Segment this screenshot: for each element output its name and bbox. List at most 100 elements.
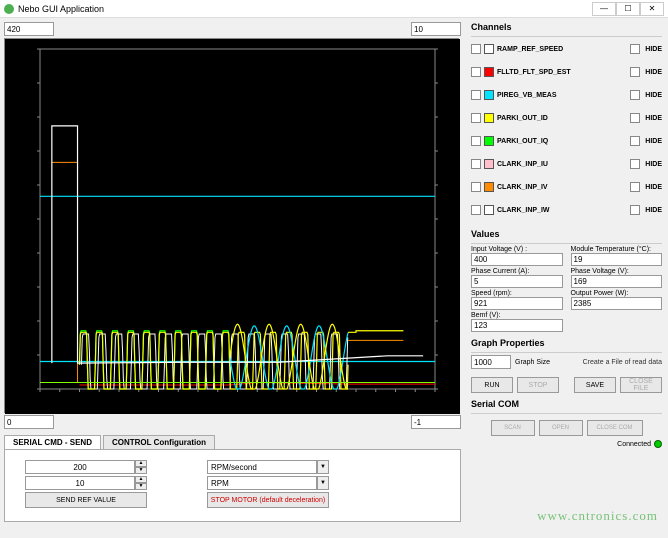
maximize-button[interactable]: ☐ xyxy=(616,2,640,16)
scan-button[interactable]: SCAN xyxy=(491,420,535,436)
y-left-max-input[interactable] xyxy=(4,22,54,36)
value-input[interactable] xyxy=(471,275,563,288)
value-input[interactable] xyxy=(471,253,563,266)
svg-text:250: 250 xyxy=(133,394,145,401)
unit-rate-combo[interactable]: ▼ xyxy=(207,460,329,474)
left-panel: 0428412616821025229433637842001234567891… xyxy=(0,18,465,538)
run-button[interactable]: RUN xyxy=(471,377,513,393)
svg-text:8: 8 xyxy=(440,113,445,122)
tab-serial-cmd[interactable]: SERIAL CMD - SEND xyxy=(4,435,101,449)
values-title: Values xyxy=(471,229,662,239)
channel-checkbox[interactable] xyxy=(471,136,481,146)
close-file-button[interactable]: CLOSE FILE xyxy=(620,377,662,393)
tabs-section: SERIAL CMD - SEND CONTROL Configuration … xyxy=(4,435,461,522)
channel-row: CLARK_INP_IU HIDE xyxy=(471,154,662,174)
value-label: Bemf (V): xyxy=(471,312,563,319)
channel-checkbox[interactable] xyxy=(471,182,481,192)
value-input[interactable] xyxy=(471,319,563,332)
stop-motor-button[interactable]: STOP MOTOR (default deceleration) xyxy=(207,492,329,508)
value-label: Input Voltage (V) : xyxy=(471,246,563,253)
svg-text:420: 420 xyxy=(22,45,36,54)
svg-text:800: 800 xyxy=(350,394,362,401)
value-input[interactable] xyxy=(571,297,663,310)
ref-value-spinner-1[interactable]: ▲▼ xyxy=(25,460,147,474)
value-input[interactable] xyxy=(471,297,563,310)
hide-label: HIDE xyxy=(645,69,662,76)
value-input[interactable] xyxy=(571,275,663,288)
unit-input[interactable] xyxy=(207,476,317,490)
channel-color-icon xyxy=(484,136,494,146)
unit-combo[interactable]: ▼ xyxy=(207,476,329,490)
spin-up-icon[interactable]: ▲ xyxy=(135,460,147,467)
tab-control-config[interactable]: CONTROL Configuration xyxy=(103,435,215,449)
value-item: Phase Current (A): xyxy=(471,268,563,288)
connected-led-icon xyxy=(654,440,662,448)
close-com-button[interactable]: CLOSE COM xyxy=(587,420,643,436)
value-input[interactable] xyxy=(571,253,663,266)
hide-checkbox[interactable] xyxy=(630,136,640,146)
channel-row: CLARK_INP_IV HIDE xyxy=(471,177,662,197)
send-ref-value-button[interactable]: SEND REF VALUE xyxy=(25,492,147,508)
values-section: Values Input Voltage (V) : Module Temper… xyxy=(471,229,662,332)
channel-checkbox[interactable] xyxy=(471,113,481,123)
channel-checkbox[interactable] xyxy=(471,67,481,77)
open-com-button[interactable]: OPEN xyxy=(539,420,583,436)
ref-value-input-2[interactable] xyxy=(25,476,135,490)
value-label: Module Temperature (°C): xyxy=(571,246,663,253)
channel-checkbox[interactable] xyxy=(471,205,481,215)
channel-label: RAMP_REF_SPEED xyxy=(497,46,627,53)
y-left-min-input[interactable] xyxy=(4,415,54,429)
svg-text:294: 294 xyxy=(22,147,36,156)
channel-label: PIREG_VB_MEAS xyxy=(497,92,627,99)
hide-checkbox[interactable] xyxy=(630,159,640,169)
svg-text:500: 500 xyxy=(232,394,244,401)
stop-button[interactable]: STOP xyxy=(517,377,559,393)
close-button[interactable]: ✕ xyxy=(640,2,664,16)
graph-size-label: Graph Size xyxy=(515,359,550,366)
channel-color-icon xyxy=(484,67,494,77)
tabs-content: ▲▼ ▲▼ SEND REF VALUE ▼ xyxy=(4,450,461,522)
hide-checkbox[interactable] xyxy=(630,182,640,192)
spin-up-icon[interactable]: ▲ xyxy=(135,476,147,483)
hide-checkbox[interactable] xyxy=(630,205,640,215)
chevron-down-icon[interactable]: ▼ xyxy=(317,460,329,474)
channel-checkbox[interactable] xyxy=(471,44,481,54)
y-right-max-input[interactable] xyxy=(411,22,461,36)
channel-color-icon xyxy=(484,159,494,169)
minimize-button[interactable]: — xyxy=(592,2,616,16)
spin-down-icon[interactable]: ▼ xyxy=(135,483,147,490)
channel-row: PARKI_OUT_ID HIDE xyxy=(471,108,662,128)
hide-checkbox[interactable] xyxy=(630,90,640,100)
titlebar: Nebo GUI Application — ☐ ✕ xyxy=(0,0,668,18)
channel-checkbox[interactable] xyxy=(471,90,481,100)
channel-label: FLLTD_FLT_SPD_EST xyxy=(497,69,627,76)
hide-checkbox[interactable] xyxy=(630,67,640,77)
channel-row: PIREG_VB_MEAS HIDE xyxy=(471,85,662,105)
hide-checkbox[interactable] xyxy=(630,44,640,54)
graph-properties-section: Graph Properties Graph Size Create a Fil… xyxy=(471,338,662,393)
value-label: Phase Current (A): xyxy=(471,268,563,275)
y-right-min-input[interactable] xyxy=(411,415,461,429)
hide-label: HIDE xyxy=(645,184,662,191)
hide-checkbox[interactable] xyxy=(630,113,640,123)
graph-size-input[interactable] xyxy=(471,355,511,369)
channel-row: RAMP_REF_SPEED HIDE xyxy=(471,39,662,59)
channel-color-icon xyxy=(484,205,494,215)
hide-label: HIDE xyxy=(645,115,662,122)
save-button[interactable]: SAVE xyxy=(574,377,616,393)
channel-row: PARKI_OUT_IQ HIDE xyxy=(471,131,662,151)
chevron-down-icon[interactable]: ▼ xyxy=(317,476,329,490)
svg-text:700: 700 xyxy=(311,394,323,401)
svg-text:4: 4 xyxy=(440,249,445,258)
svg-text:600: 600 xyxy=(271,394,283,401)
hide-label: HIDE xyxy=(645,207,662,214)
spin-down-icon[interactable]: ▼ xyxy=(135,467,147,474)
app-icon xyxy=(4,4,14,14)
right-panel: Channels RAMP_REF_SPEED HIDE FLLTD_FLT_S… xyxy=(465,18,668,538)
ref-value-input-1[interactable] xyxy=(25,460,135,474)
channel-checkbox[interactable] xyxy=(471,159,481,169)
ref-value-spinner-2[interactable]: ▲▼ xyxy=(25,476,147,490)
unit-rate-input[interactable] xyxy=(207,460,317,474)
value-item: Module Temperature (°C): xyxy=(571,246,663,266)
svg-text:1: 1 xyxy=(440,351,445,360)
